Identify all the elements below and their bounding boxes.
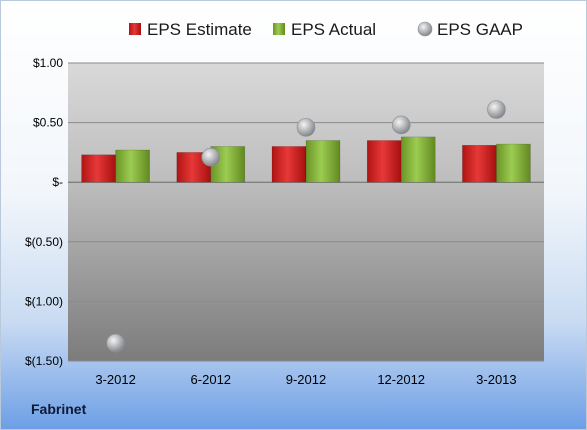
legend: EPS Estimate EPS Actual EPS GAAP: [129, 20, 523, 39]
y-tick-label: $-: [52, 175, 63, 189]
x-category-label: 3-2013: [476, 372, 516, 387]
x-axis-labels: 3-2012 6-2012 9-2012 12-2012 3-2013: [95, 372, 516, 387]
legend-swatch-actual: [273, 23, 285, 35]
marker-eps-gaap: [296, 118, 316, 137]
x-category-label: 3-2012: [95, 372, 135, 387]
legend-swatch-gaap: [417, 21, 433, 37]
x-category-label: 6-2012: [191, 372, 231, 387]
y-tick-label: $0.50: [33, 116, 63, 130]
bar-eps-actual: [400, 136, 436, 183]
legend-swatch-estimate: [129, 23, 141, 35]
y-tick-label: $(1.50): [25, 354, 63, 368]
bar-eps-estimate: [271, 146, 307, 183]
x-category-label: 9-2012: [286, 372, 326, 387]
gaap-markers: [106, 100, 506, 353]
marker-eps-gaap: [487, 100, 506, 119]
legend-label: EPS Estimate: [147, 20, 252, 39]
y-tick-label: $(1.00): [25, 294, 63, 308]
legend-label: EPS GAAP: [437, 20, 523, 39]
y-tick-label: $(0.50): [25, 235, 63, 249]
company-name: Fabrinet: [31, 401, 87, 417]
bar-eps-actual: [305, 140, 341, 183]
y-axis-ticks: $1.00 $0.50 $- $(0.50) $(1.00) $(1.50): [25, 56, 63, 368]
marker-eps-gaap: [201, 147, 221, 167]
legend-label: EPS Actual: [291, 20, 376, 39]
x-category-label: 12-2012: [377, 372, 425, 387]
plot-area: [68, 63, 544, 361]
y-tick-label: $1.00: [33, 56, 63, 70]
bar-eps-estimate: [366, 140, 402, 183]
marker-eps-gaap: [391, 115, 411, 135]
bar-eps-estimate: [462, 144, 497, 183]
bar-eps-actual: [115, 149, 150, 183]
bar-eps-estimate: [81, 154, 116, 183]
bar-eps-actual: [496, 143, 531, 183]
marker-eps-gaap: [106, 333, 125, 353]
